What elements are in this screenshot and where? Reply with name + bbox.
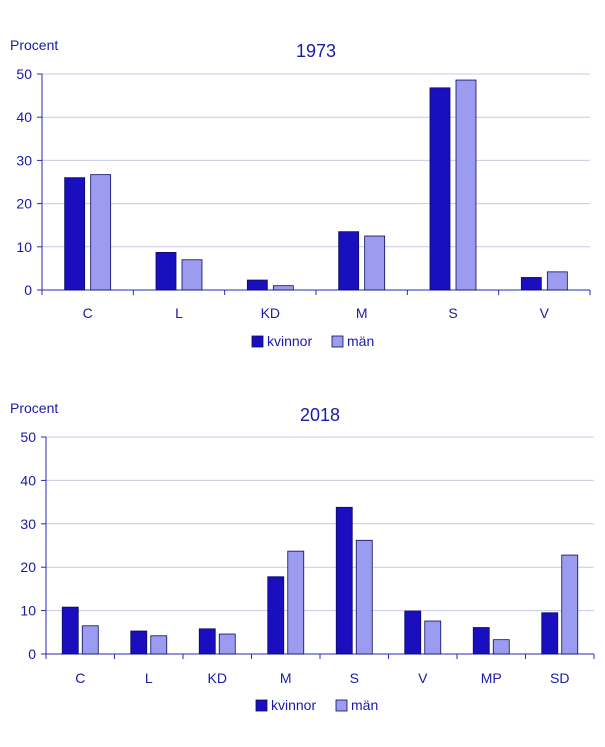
bar-kvinnor-M xyxy=(338,231,360,291)
legend-label-kvinnor: kvinnor xyxy=(267,333,312,349)
bar-kvinnor-SD xyxy=(541,612,559,655)
bar-kvinnor-KD xyxy=(198,628,216,655)
bar-män-M xyxy=(287,550,305,655)
bar-kvinnor-MP xyxy=(472,627,490,655)
bar-män-L xyxy=(150,635,168,655)
bar-män-C xyxy=(90,174,112,291)
legend-swatch-kvinnor xyxy=(251,335,264,348)
bar-män-L xyxy=(181,259,203,291)
y-tick-label: 0 xyxy=(24,282,32,298)
legend: kvinnor män xyxy=(255,697,378,713)
y-tick-label: 0 xyxy=(28,646,36,662)
bar-män-S xyxy=(455,79,477,291)
bar-kvinnor-L xyxy=(155,252,177,291)
legend-swatch-kvinnor xyxy=(255,699,268,712)
bar-kvinnor-S xyxy=(429,87,451,291)
legend-label-män: män xyxy=(351,697,378,713)
y-tick-label: 40 xyxy=(16,109,32,125)
x-tick-label: V xyxy=(418,670,428,686)
bar-män-MP xyxy=(492,639,510,655)
x-tick-label: C xyxy=(83,305,93,321)
x-tick-label: L xyxy=(175,305,183,321)
y-tick-label: 30 xyxy=(20,516,36,532)
bar-kvinnor-C xyxy=(64,177,86,291)
y-tick-label: 20 xyxy=(20,559,36,575)
y-tick-label: 30 xyxy=(16,152,32,168)
bar-kvinnor-M xyxy=(267,576,285,655)
x-tick-label: MP xyxy=(481,670,502,686)
x-tick-label: M xyxy=(280,670,292,686)
y-tick-label: 10 xyxy=(20,603,36,619)
y-tick-label: 50 xyxy=(16,66,32,82)
y-axis-label: Procent xyxy=(10,37,58,53)
y-tick-label: 50 xyxy=(20,429,36,445)
x-tick-label: KD xyxy=(261,305,280,321)
x-tick-label: L xyxy=(145,670,153,686)
x-tick-label: C xyxy=(75,670,85,686)
bar-män-KD xyxy=(272,285,294,291)
bar-män-S xyxy=(355,539,373,655)
y-axis-label: Procent xyxy=(10,400,58,416)
y-tick-label: 10 xyxy=(16,239,32,255)
bar-kvinnor-L xyxy=(130,630,148,655)
bar-kvinnor-C xyxy=(61,606,79,655)
legend-swatch-män xyxy=(335,699,348,712)
legend-label-kvinnor: kvinnor xyxy=(271,697,316,713)
bar-män-V xyxy=(546,271,568,291)
legend: kvinnor män xyxy=(251,333,374,349)
legend-swatch-män xyxy=(331,335,344,348)
x-tick-label: S xyxy=(350,670,359,686)
x-tick-label: KD xyxy=(208,670,227,686)
chart-title: 1973 xyxy=(296,41,336,61)
bar-kvinnor-S xyxy=(335,506,353,655)
chart-title: 2018 xyxy=(300,405,340,425)
bar-män-M xyxy=(364,235,386,291)
x-tick-label: M xyxy=(356,305,368,321)
bar-kvinnor-KD xyxy=(246,279,268,291)
bar-män-KD xyxy=(218,633,236,655)
bar-män-C xyxy=(81,625,99,655)
chart-2018: Procent 2018 0 10 20 30 40 50 C L KD M S V MP SD kvinnor… xyxy=(10,400,595,713)
bar-män-V xyxy=(424,620,442,655)
legend-label-män: män xyxy=(347,333,374,349)
bar-kvinnor-V xyxy=(404,610,422,655)
x-tick-label: V xyxy=(540,305,550,321)
x-tick-label: SD xyxy=(550,670,569,686)
y-tick-label: 40 xyxy=(20,472,36,488)
bar-män-SD xyxy=(561,554,579,655)
bar-kvinnor-V xyxy=(520,277,542,291)
y-tick-label: 20 xyxy=(16,196,32,212)
x-tick-label: S xyxy=(448,305,457,321)
